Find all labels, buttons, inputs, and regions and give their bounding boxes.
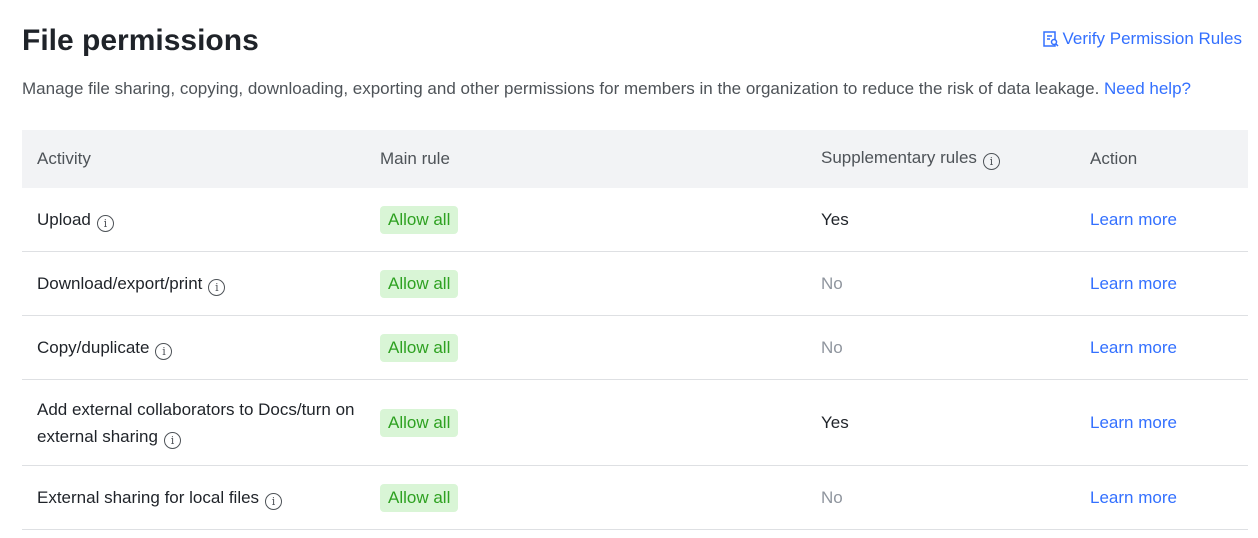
main-rule-cell: Allow all — [380, 465, 821, 530]
activity-cell: Upload i — [22, 188, 380, 252]
activity-cell: Copy/duplicate i — [22, 315, 380, 380]
description-text: Manage file sharing, copying, downloadin… — [22, 79, 1100, 98]
action-cell: Learn more — [1090, 251, 1248, 316]
activity-label: Download/export/print — [37, 274, 203, 293]
activity-label: Copy/duplicate — [37, 338, 150, 357]
table-row: Upload i Allow all Yes Learn more — [22, 188, 1248, 252]
action-cell: Learn more — [1090, 188, 1248, 252]
info-icon[interactable]: i — [163, 431, 181, 449]
main-rule-cell: Allow all — [380, 379, 821, 466]
action-cell: Learn more — [1090, 379, 1248, 466]
page-title: File permissions — [22, 24, 259, 57]
supplementary-cell: No — [821, 465, 1090, 530]
activity-cell: Add external collaborators to Docs/turn … — [22, 379, 380, 466]
activity-label: Upload — [37, 210, 91, 229]
info-icon[interactable]: i — [208, 279, 226, 296]
main-rule-cell: Allow all — [380, 315, 821, 380]
action-cell: Learn more — [1090, 315, 1248, 380]
table-row: External sharing for local files i Allow a… — [22, 465, 1248, 530]
table-header: Activity Main rule Supplementary rules i … — [22, 130, 1248, 188]
activity-cell: Download/export/print i — [22, 251, 380, 316]
document-search-icon — [1043, 31, 1060, 47]
status-badge: Allow all — [380, 333, 459, 362]
permissions-table: Activity Main rule Supplementary rules i … — [22, 130, 1248, 530]
status-badge: Allow all — [380, 483, 459, 512]
supplementary-cell: Yes — [821, 188, 1090, 252]
activity-label: Add external collaborators to Docs/turn … — [37, 399, 355, 446]
verify-label: Verify Permission Rules — [1062, 29, 1242, 48]
supplementary-cell: No — [821, 315, 1090, 380]
column-action: Action — [1090, 130, 1248, 188]
info-icon[interactable]: i — [982, 153, 1000, 170]
table-row: Add external collaborators to Docs/turn … — [22, 379, 1248, 466]
info-icon[interactable]: i — [265, 493, 283, 510]
need-help-link[interactable]: Need help? — [1104, 79, 1191, 98]
column-main-rule: Main rule — [380, 130, 821, 188]
learn-more-link[interactable]: Learn more — [1090, 209, 1177, 229]
status-badge: Allow all — [380, 205, 459, 234]
learn-more-link[interactable]: Learn more — [1090, 487, 1177, 507]
main-rule-cell: Allow all — [380, 251, 821, 316]
table-row: Copy/duplicate i Allow all No Learn more — [22, 315, 1248, 380]
supplementary-cell: Yes — [821, 379, 1090, 466]
supplementary-cell: No — [821, 251, 1090, 316]
learn-more-link[interactable]: Learn more — [1090, 412, 1177, 432]
column-activity: Activity — [22, 130, 380, 188]
learn-more-link[interactable]: Learn more — [1090, 273, 1177, 293]
column-supplementary-rules: Supplementary rules i — [821, 130, 1090, 188]
main-rule-cell: Allow all — [380, 188, 821, 252]
activity-cell: External sharing for local files i — [22, 465, 380, 530]
activity-label: External sharing for local files — [37, 488, 260, 507]
info-icon[interactable]: i — [155, 343, 173, 360]
column-supplementary-label: Supplementary rules — [821, 148, 977, 167]
action-cell: Learn more — [1090, 465, 1248, 530]
verify-permission-rules-link[interactable]: Verify Permission Rules — [1042, 29, 1242, 49]
page-description: Manage file sharing, copying, downloadin… — [22, 79, 1191, 99]
status-badge: Allow all — [380, 408, 459, 437]
learn-more-link[interactable]: Learn more — [1090, 337, 1177, 357]
table-row: Download/export/print i Allow all No Learn m… — [22, 251, 1248, 316]
info-icon[interactable]: i — [96, 215, 114, 232]
status-badge: Allow all — [380, 269, 459, 298]
